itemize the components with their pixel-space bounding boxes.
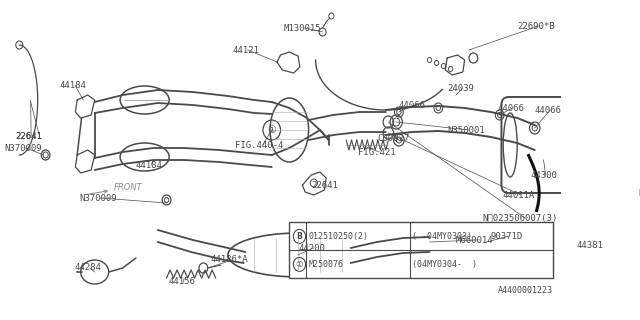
Text: 44186*A: 44186*A — [211, 255, 248, 265]
Text: 44121: 44121 — [232, 45, 259, 54]
Text: 44156: 44156 — [168, 277, 195, 286]
Text: 44284: 44284 — [74, 263, 101, 273]
Text: A4400001223: A4400001223 — [498, 286, 552, 295]
Text: (04MY0304-  ): (04MY0304- ) — [412, 260, 477, 269]
Text: NS: NS — [638, 188, 640, 197]
Text: 44011A: 44011A — [502, 190, 534, 199]
Text: 44066: 44066 — [399, 100, 426, 109]
Text: 012510250(2): 012510250(2) — [308, 232, 369, 241]
Text: FIG.421: FIG.421 — [358, 148, 396, 156]
Text: FIG.440-4: FIG.440-4 — [235, 140, 284, 149]
Text: 90371D: 90371D — [491, 231, 523, 241]
Text: 44184: 44184 — [60, 81, 86, 90]
Text: M130015: M130015 — [283, 23, 321, 33]
Text: FRONT: FRONT — [86, 183, 143, 195]
Text: 44300: 44300 — [531, 171, 557, 180]
Text: 44066: 44066 — [535, 106, 562, 115]
Text: 22641: 22641 — [16, 132, 43, 140]
Text: C00827: C00827 — [377, 133, 409, 142]
Text: ①: ① — [296, 260, 303, 269]
Text: 44066: 44066 — [497, 103, 524, 113]
Text: N①023506007(3): N①023506007(3) — [482, 213, 557, 222]
Text: 22641: 22641 — [16, 132, 43, 140]
Text: 44381: 44381 — [577, 241, 604, 250]
Text: 22641: 22641 — [311, 180, 338, 189]
Text: 24039: 24039 — [447, 84, 474, 92]
Bar — [289, 222, 552, 278]
Text: N370009: N370009 — [79, 194, 116, 203]
Text: M250076: M250076 — [308, 260, 344, 269]
Text: N370009: N370009 — [4, 143, 42, 153]
Text: ①: ① — [268, 125, 276, 135]
Text: 44200: 44200 — [298, 244, 325, 252]
Text: N350001: N350001 — [447, 125, 484, 134]
Text: ( -04MY0303): ( -04MY0303) — [412, 232, 472, 241]
Text: 44184: 44184 — [136, 161, 163, 170]
Text: M660014: M660014 — [456, 236, 493, 244]
Text: B: B — [296, 232, 302, 241]
Text: 22690*B: 22690*B — [517, 21, 555, 30]
